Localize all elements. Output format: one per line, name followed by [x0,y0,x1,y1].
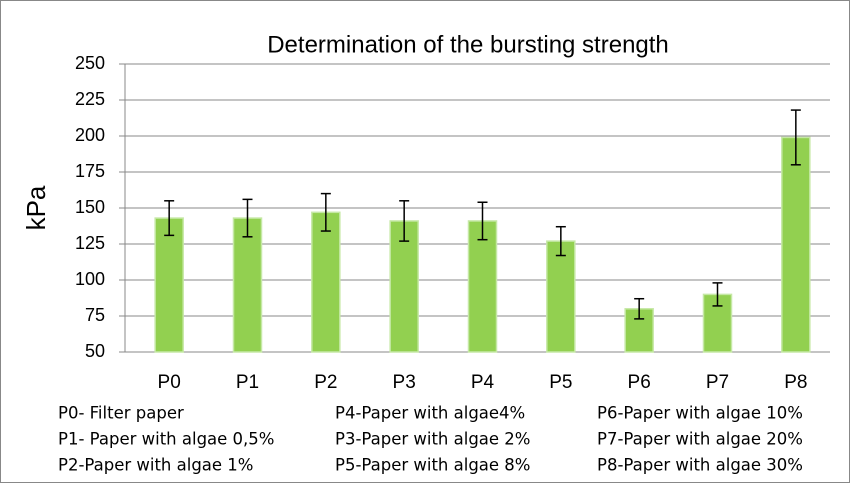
annotation: P7-Paper with algae 20% [597,430,803,449]
y-tick-label: 100 [75,269,105,289]
x-tick-label: P0 [158,372,181,393]
x-tick-label: P1 [236,372,259,393]
bar [781,136,811,353]
y-tick-label: 175 [75,161,105,181]
y-tick-label: 250 [75,53,105,73]
y-axis-label: kPa [21,185,51,230]
y-tick-label: 125 [75,233,105,253]
bar [154,217,184,353]
annotation: P6-Paper with algae 10% [597,404,803,423]
y-tick-label: 50 [85,341,105,361]
bar [546,240,576,353]
annotation: P8-Paper with algae 30% [597,456,803,475]
annotation: P3-Paper with algae 2% [335,430,530,449]
x-tick-label: P7 [706,372,729,393]
chart-title: Determination of the bursting strength [267,31,669,58]
annotation: P1- Paper with algae 0,5% [58,430,274,449]
annotation: P0- Filter paper [58,404,184,423]
bar [467,220,498,353]
x-tick-label: P2 [314,372,337,393]
x-tick-label: P6 [628,372,651,393]
x-tick-label: P5 [549,372,572,393]
y-tick-label: 75 [85,305,105,325]
annotation: P4-Paper with algae4% [335,404,525,423]
x-tick-label: P8 [784,372,807,393]
x-tick-label: P4 [471,372,495,393]
y-tick-label: 200 [75,125,105,145]
annotation: P5-Paper with algae 8% [335,456,530,475]
bar [311,211,341,353]
annotation: P2-Paper with algae 1% [58,456,253,475]
y-tick-label: 150 [75,197,105,217]
x-tick-label: P3 [393,372,416,393]
bar [232,217,263,353]
y-tick-label: 225 [75,89,105,109]
bar [389,220,419,353]
